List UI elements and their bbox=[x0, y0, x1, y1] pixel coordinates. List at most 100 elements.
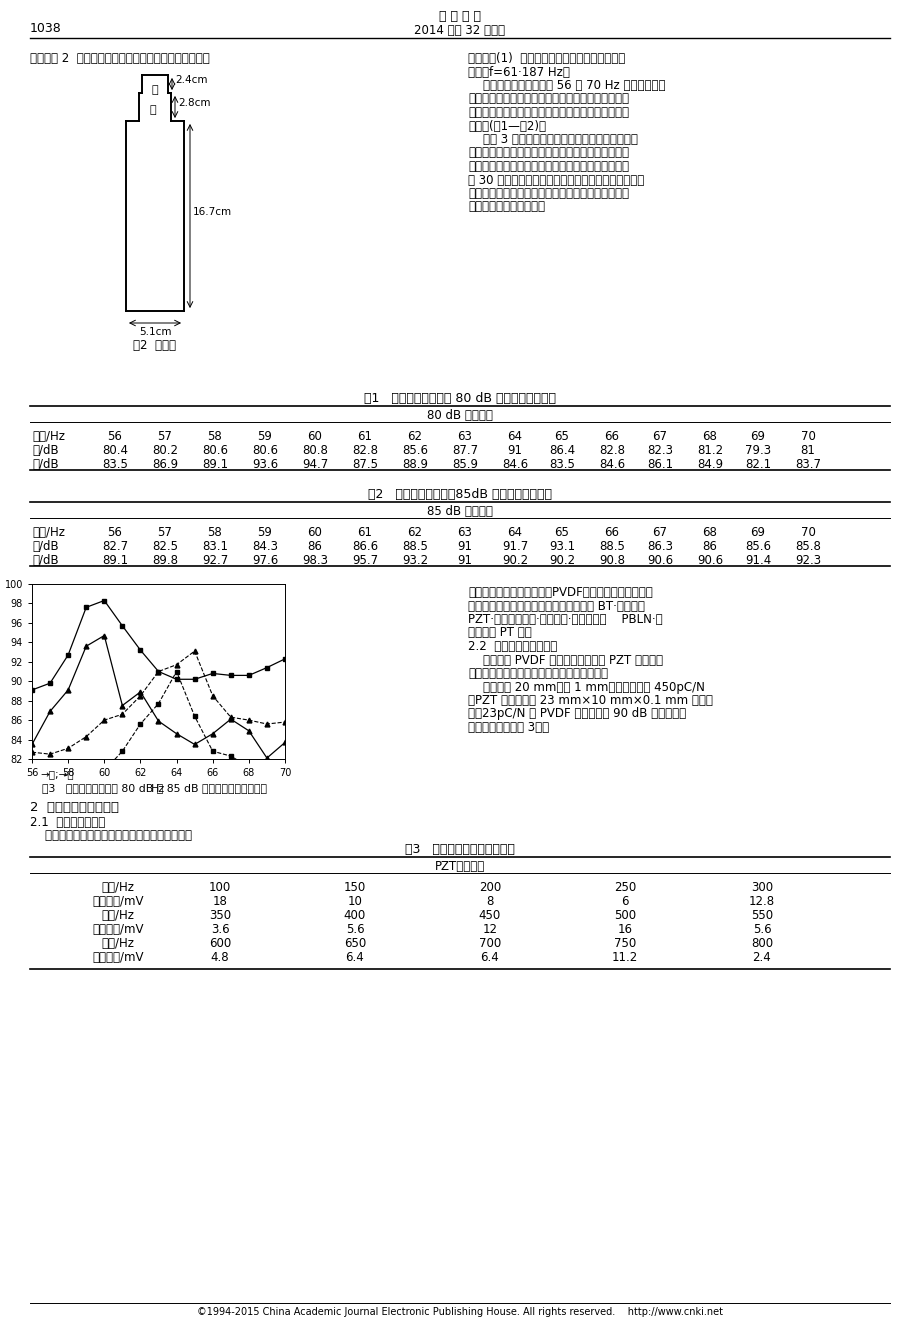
Text: 150: 150 bbox=[344, 881, 366, 894]
Text: 87.7: 87.7 bbox=[451, 444, 478, 457]
80口 bbox=[44, 768, 55, 784]
Text: 86: 86 bbox=[702, 541, 717, 553]
Text: 2.8cm: 2.8cm bbox=[177, 98, 210, 109]
Text: 84.6: 84.6 bbox=[598, 458, 624, 470]
85颈 bbox=[261, 660, 272, 676]
85口 bbox=[44, 746, 55, 762]
80颈 bbox=[243, 723, 254, 739]
Line: 85口: 85口 bbox=[29, 649, 287, 757]
Text: 750: 750 bbox=[613, 937, 635, 950]
85颈 bbox=[27, 682, 38, 698]
Text: 6: 6 bbox=[620, 894, 628, 908]
Text: 近 30 倍，可见亥姆霍兹共鸣器在其固有频率附近对声: 近 30 倍，可见亥姆霍兹共鸣器在其固有频率附近对声 bbox=[468, 174, 643, 187]
Text: 2.4cm: 2.4cm bbox=[175, 76, 208, 85]
85口 bbox=[171, 657, 182, 673]
Text: 56: 56 bbox=[108, 431, 122, 443]
Text: 的正弦声波来分别测试瓶口处和瓶颈处的声强级，以: 的正弦声波来分别测试瓶口处和瓶颈处的声强级，以 bbox=[468, 93, 629, 106]
80口 bbox=[98, 763, 109, 779]
80口 bbox=[27, 767, 38, 783]
Line: 80口: 80口 bbox=[30, 669, 287, 787]
Text: 69: 69 bbox=[750, 431, 765, 443]
85口 bbox=[62, 741, 74, 757]
80颈 bbox=[153, 713, 164, 729]
Text: 环 境 工 程: 环 境 工 程 bbox=[438, 11, 481, 23]
Text: 67: 67 bbox=[652, 431, 667, 443]
Text: 82.1: 82.1 bbox=[744, 458, 770, 470]
Text: 2014 年第 32 卷增刊: 2014 年第 32 卷增刊 bbox=[414, 24, 505, 37]
85口 bbox=[207, 688, 218, 704]
Text: 59: 59 bbox=[257, 526, 272, 539]
80颈 bbox=[225, 712, 236, 727]
Text: 80.6: 80.6 bbox=[202, 444, 228, 457]
Text: 86.1: 86.1 bbox=[646, 458, 673, 470]
Text: 10: 10 bbox=[347, 894, 362, 908]
Text: 91.7: 91.7 bbox=[502, 541, 528, 553]
Text: 61: 61 bbox=[357, 431, 372, 443]
Text: 84.6: 84.6 bbox=[502, 458, 528, 470]
Text: 12.8: 12.8 bbox=[748, 894, 774, 908]
85颈 bbox=[171, 672, 182, 688]
Text: 3.6: 3.6 bbox=[210, 924, 229, 935]
Text: 92.3: 92.3 bbox=[794, 554, 820, 567]
Text: 88.9: 88.9 bbox=[402, 458, 427, 470]
80颈 bbox=[189, 737, 200, 753]
Text: 57: 57 bbox=[157, 526, 172, 539]
Text: →口;→颈: →口;→颈 bbox=[40, 768, 74, 779]
Text: 的PZT 压电陶瓷和 23 mm×10 mm×0.1 mm 压电常: 的PZT 压电陶瓷和 23 mm×10 mm×0.1 mm 压电常 bbox=[468, 694, 712, 708]
80颈 bbox=[62, 682, 74, 698]
Text: 件下进行测试（表 3）。: 件下进行测试（表 3）。 bbox=[468, 721, 549, 734]
Text: 81: 81 bbox=[800, 444, 814, 457]
Text: 2.2  声电材料的选取试验: 2.2 声电材料的选取试验 bbox=[468, 640, 557, 653]
Text: 频率为f=61·187 Hz。: 频率为f=61·187 Hz。 bbox=[468, 65, 569, 78]
Text: 63: 63 bbox=[457, 431, 472, 443]
Text: 86.3: 86.3 bbox=[646, 541, 673, 553]
Line: 80颈: 80颈 bbox=[29, 633, 287, 761]
80口 bbox=[243, 759, 254, 775]
Text: 350: 350 bbox=[209, 909, 231, 922]
Text: 2  声电转化材料的选取: 2 声电转化材料的选取 bbox=[30, 802, 119, 814]
Text: 频率/Hz: 频率/Hz bbox=[101, 937, 134, 950]
Text: 88.5: 88.5 bbox=[402, 541, 427, 553]
Text: 100: 100 bbox=[209, 881, 231, 894]
Text: 波的收集放大作用是显著的，可以利用其这一特性来: 波的收集放大作用是显著的，可以利用其这一特性来 bbox=[468, 187, 629, 200]
Text: 80 dB 正弦声波: 80 dB 正弦声波 bbox=[426, 409, 493, 421]
Text: 18: 18 bbox=[212, 894, 227, 908]
Text: 频率/Hz: 频率/Hz bbox=[101, 909, 134, 922]
Text: 图3   亥姆霍兹共鸣器对 80 dB 及 85 dB 正弦波收集效果折线图: 图3 亥姆霍兹共鸣器对 80 dB 及 85 dB 正弦波收集效果折线图 bbox=[42, 783, 267, 792]
Text: 80.4: 80.4 bbox=[102, 444, 128, 457]
Text: 口: 口 bbox=[152, 85, 158, 95]
Text: 表1   亥姆霍兹共鸣器对 80 dB 正弦波的收集数据: 表1 亥姆霍兹共鸣器对 80 dB 正弦波的收集数据 bbox=[364, 392, 555, 405]
Text: 85.8: 85.8 bbox=[794, 541, 820, 553]
Text: 颈/dB: 颈/dB bbox=[32, 554, 59, 567]
Text: 88.5: 88.5 bbox=[598, 541, 624, 553]
Text: 500: 500 bbox=[613, 909, 635, 922]
Text: 65: 65 bbox=[554, 526, 569, 539]
85颈 bbox=[243, 668, 254, 684]
85颈 bbox=[225, 668, 236, 684]
Text: 为此，选取此频率附近 56 ～ 70 Hz 的固定声强级: 为此，选取此频率附近 56 ～ 70 Hz 的固定声强级 bbox=[468, 80, 664, 91]
Text: 250: 250 bbox=[613, 881, 635, 894]
Text: 们选用图 2  的瓶子来作为亥姆霍兹共鸣器来进行测试。: 们选用图 2 的瓶子来作为亥姆霍兹共鸣器来进行测试。 bbox=[30, 52, 210, 65]
Text: 59: 59 bbox=[257, 431, 272, 443]
85颈 bbox=[62, 647, 74, 662]
Text: 表的其他有机压电（薄膜）材料，钛酸钡 BT·锆钛酸铅: 表的其他有机压电（薄膜）材料，钛酸钡 BT·锆钛酸铅 bbox=[468, 599, 644, 612]
Text: 93.6: 93.6 bbox=[252, 458, 278, 470]
Text: 61: 61 bbox=[357, 526, 372, 539]
80颈 bbox=[207, 726, 218, 742]
Text: 800: 800 bbox=[750, 937, 772, 950]
Text: 85.9: 85.9 bbox=[451, 458, 478, 470]
Text: 4.8: 4.8 bbox=[210, 951, 229, 965]
Text: 550: 550 bbox=[750, 909, 772, 922]
Text: 85.6: 85.6 bbox=[402, 444, 427, 457]
Text: 90.8: 90.8 bbox=[598, 554, 624, 567]
Text: 68: 68 bbox=[702, 526, 717, 539]
Text: 89.1: 89.1 bbox=[201, 458, 228, 470]
80颈 bbox=[279, 734, 290, 750]
Text: 随着对压电效应的不断研究，人们发明了许多的: 随着对压电效应的不断研究，人们发明了许多的 bbox=[30, 829, 192, 841]
80颈 bbox=[171, 726, 182, 742]
Text: 82.8: 82.8 bbox=[352, 444, 378, 457]
80口 bbox=[207, 743, 218, 759]
85颈 bbox=[117, 617, 128, 633]
85口 bbox=[189, 643, 200, 659]
Text: 85 dB 正弦声波: 85 dB 正弦声波 bbox=[426, 505, 493, 518]
